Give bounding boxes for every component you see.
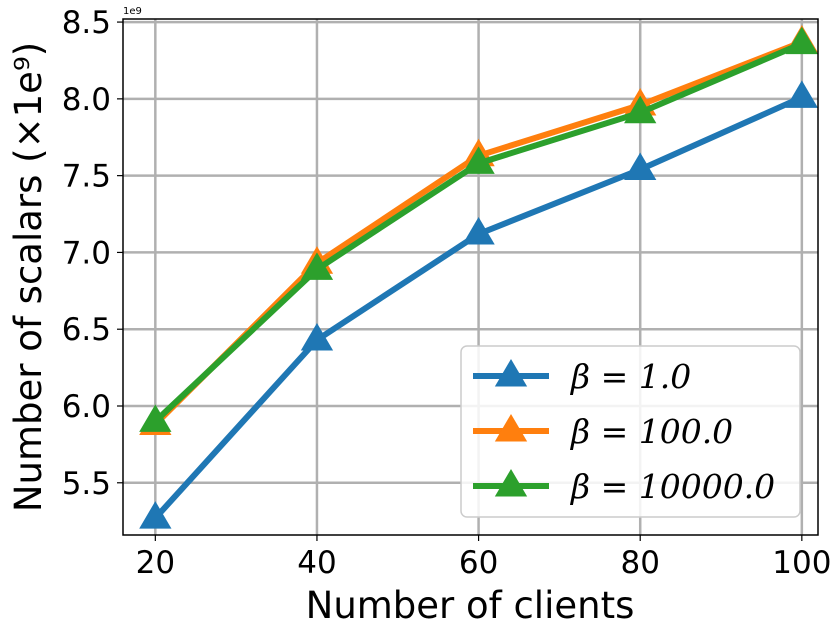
x-axis-label: Number of clients (306, 584, 635, 627)
y-tick-label: 7.5 (62, 159, 111, 195)
data-point-marker (300, 252, 334, 280)
legend-box (460, 345, 801, 518)
x-tick-label: 80 (620, 545, 659, 581)
legend: β = 1.0 β = 100.0 β = 10000.0 (460, 345, 801, 518)
data-point-marker (624, 152, 657, 181)
x-tick-label: 60 (459, 545, 498, 581)
series-layer (139, 25, 818, 529)
legend-marker (494, 414, 528, 442)
y-tick-label: 6.5 (62, 312, 111, 348)
y-tick-label: 7.0 (62, 235, 111, 271)
plot-frame (122, 18, 819, 536)
y-axis-offset-label: 1e9 (123, 6, 142, 17)
x-tick-label: 100 (772, 545, 831, 581)
data-point-marker (139, 501, 172, 529)
data-point-marker (462, 217, 495, 245)
legend-marker (494, 359, 528, 387)
data-point-marker (139, 404, 172, 432)
x-tick-label: 20 (136, 545, 175, 581)
legend-label: β = 100.0 (569, 412, 733, 451)
axis-ticks: 20 40 60 80 100 5.5 6.0 6.5 7.0 7.5 8.0 8.5 (62, 5, 831, 581)
y-tick-label: 8.0 (62, 82, 111, 118)
x-tick-label: 40 (297, 545, 336, 581)
data-point-marker (785, 80, 818, 108)
legend-marker (494, 469, 528, 497)
y-axis-label: Number of scalars (×1e⁹) (7, 42, 50, 512)
data-point-marker (785, 26, 818, 55)
y-tick-label: 6.0 (62, 389, 111, 425)
legend-label: β = 10000.0 (569, 467, 775, 506)
data-point-marker (624, 95, 657, 124)
data-point-marker (300, 322, 334, 351)
legend-label: β = 1.0 (569, 357, 691, 396)
y-tick-label: 5.5 (62, 466, 111, 502)
y-tick-label: 8.5 (62, 5, 111, 41)
data-point-marker (462, 146, 495, 174)
